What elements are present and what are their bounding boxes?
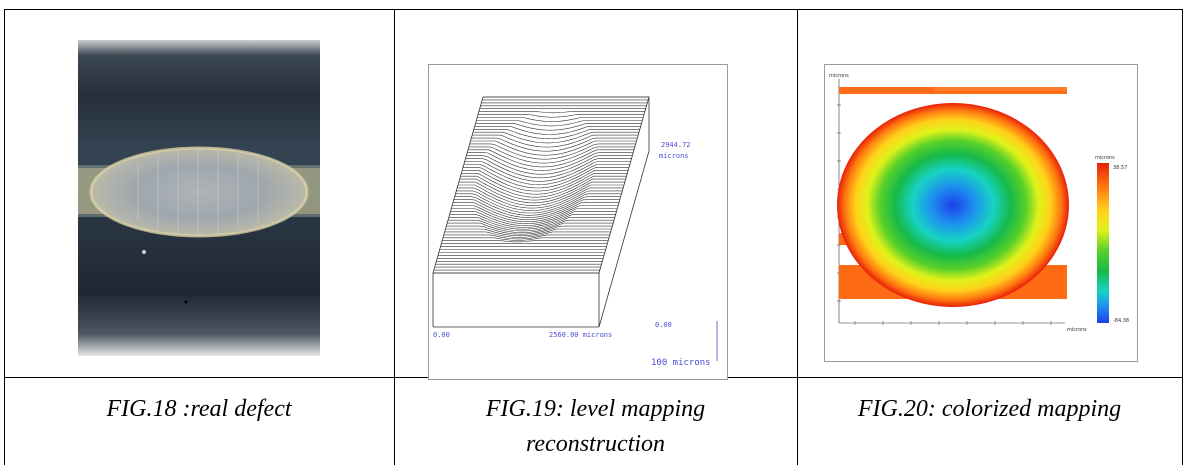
x-start-label: 0.00 <box>433 331 450 339</box>
table-border-col1 <box>394 9 395 465</box>
real-defect-photo <box>78 40 320 356</box>
y-unit-label: microns <box>829 73 849 79</box>
table-border-left <box>4 9 5 465</box>
fig18-caption: FIG.18 :real defect <box>106 396 292 422</box>
legend-max-label: 38.57 <box>1113 165 1127 171</box>
x-end-label: 2560.00 microns <box>549 331 612 339</box>
fig19-caption-line2: reconstruction <box>525 431 666 457</box>
color-legend-bar <box>1097 163 1109 323</box>
height-value-label: 2944.72 <box>661 141 691 149</box>
table-border-top <box>4 9 1183 10</box>
scale-label: 100 microns <box>651 358 711 368</box>
x-unit-label: microns <box>1067 327 1087 333</box>
fig19-caption-line1: FIG.19: level mapping <box>485 396 706 422</box>
colorized-mapping-plot: microns microns 38.57 -84.38 microns <box>824 64 1138 362</box>
legend-unit-label: microns <box>1095 155 1115 161</box>
table-border-col2 <box>797 9 798 465</box>
level-mapping-plot: 2944.72 microns 0.00 2560.00 microns 0.0… <box>428 64 728 380</box>
fig20-caption: FIG.20: colorized mapping <box>857 396 1122 422</box>
legend-min-label: -84.38 <box>1113 318 1129 324</box>
z-start-label: 0.00 <box>655 321 672 329</box>
table-border-right <box>1182 9 1183 465</box>
height-unit-label: microns <box>659 152 689 160</box>
